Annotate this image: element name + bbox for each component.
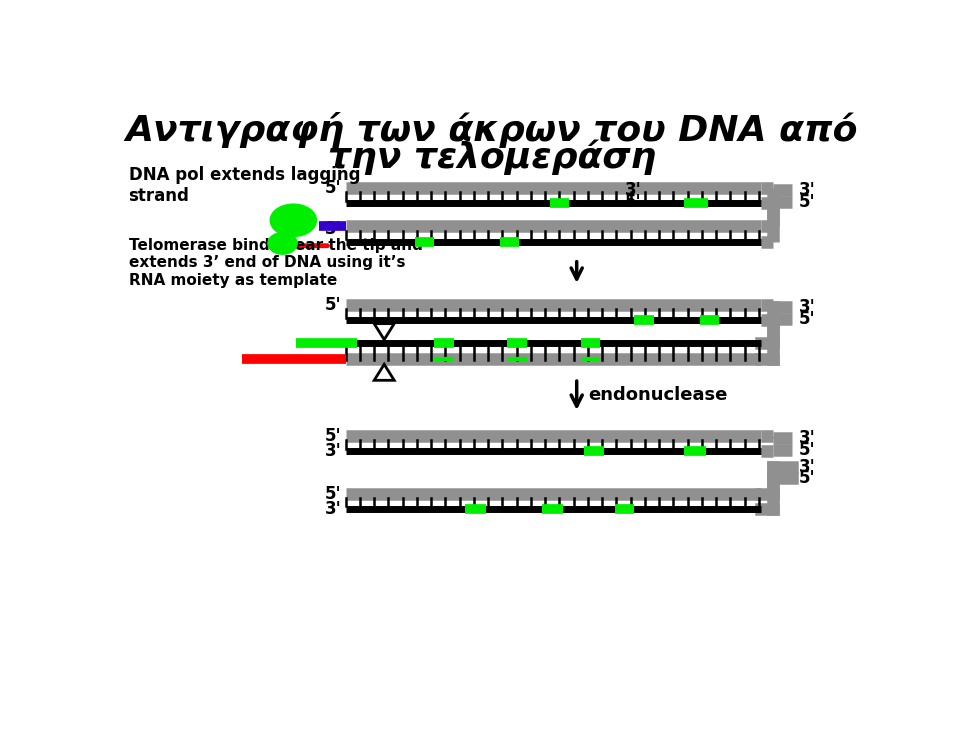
Text: 3': 3'	[799, 298, 815, 316]
Text: endonuclease: endonuclease	[588, 386, 728, 404]
Text: 3': 3'	[625, 180, 642, 199]
Text: 3': 3'	[799, 180, 815, 199]
Ellipse shape	[268, 232, 298, 254]
Text: 3': 3'	[325, 220, 342, 238]
Text: 5': 5'	[799, 440, 815, 459]
Text: 5': 5'	[325, 485, 342, 503]
Text: DNA pol extends lagging
strand: DNA pol extends lagging strand	[129, 166, 360, 205]
Text: 5': 5'	[325, 179, 342, 197]
Text: 5': 5'	[325, 427, 342, 445]
Text: 3': 3'	[799, 457, 815, 476]
Text: 5': 5'	[625, 193, 641, 211]
Text: 3': 3'	[325, 443, 342, 460]
Text: 5': 5'	[799, 310, 815, 328]
Ellipse shape	[271, 204, 317, 236]
Text: 5': 5'	[325, 296, 342, 314]
Polygon shape	[374, 364, 395, 380]
Text: Αντιγραφή των άκρων του DNA από: Αντιγραφή των άκρων του DNA από	[126, 112, 858, 148]
Text: 5': 5'	[799, 469, 815, 487]
Text: 3': 3'	[799, 428, 815, 446]
Text: την τελομεράση: την τελομεράση	[328, 139, 656, 175]
Text: 5': 5'	[799, 193, 815, 211]
Text: Telomerase binds near the tip and
extends 3’ end of DNA using it’s
RNA moiety as: Telomerase binds near the tip and extend…	[129, 238, 422, 288]
Text: 3': 3'	[325, 500, 342, 518]
Polygon shape	[374, 323, 395, 340]
